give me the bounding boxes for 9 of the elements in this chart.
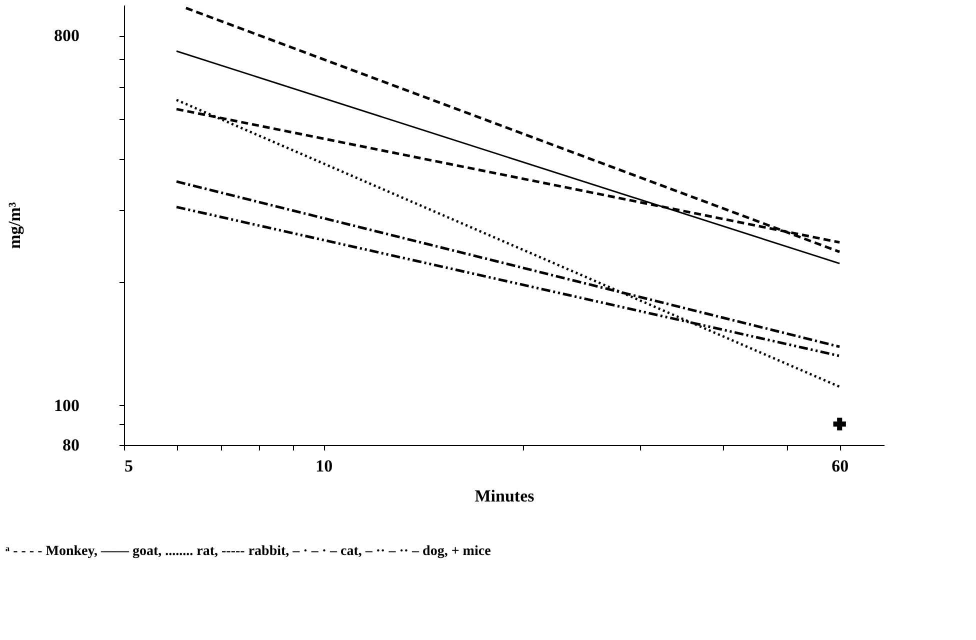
text: ᵃ - - - - Monkey, —— goat, ........ rat, ----- rabbit, – · – · – cat, – ·· – ·· – dog, + mice [6, 544, 491, 559]
x-tick-label: 10 [316, 456, 333, 476]
y-tick-label: 100 [54, 396, 80, 415]
x-axis-title: Minutes [474, 486, 535, 506]
x-tick-label: 5 [124, 456, 133, 476]
y-tick-label: 80 [62, 436, 80, 454]
y-axis-title: mg/m³ [5, 202, 24, 249]
y-tick-label: 800 [54, 26, 80, 46]
x-tick-label: 60 [832, 456, 849, 476]
